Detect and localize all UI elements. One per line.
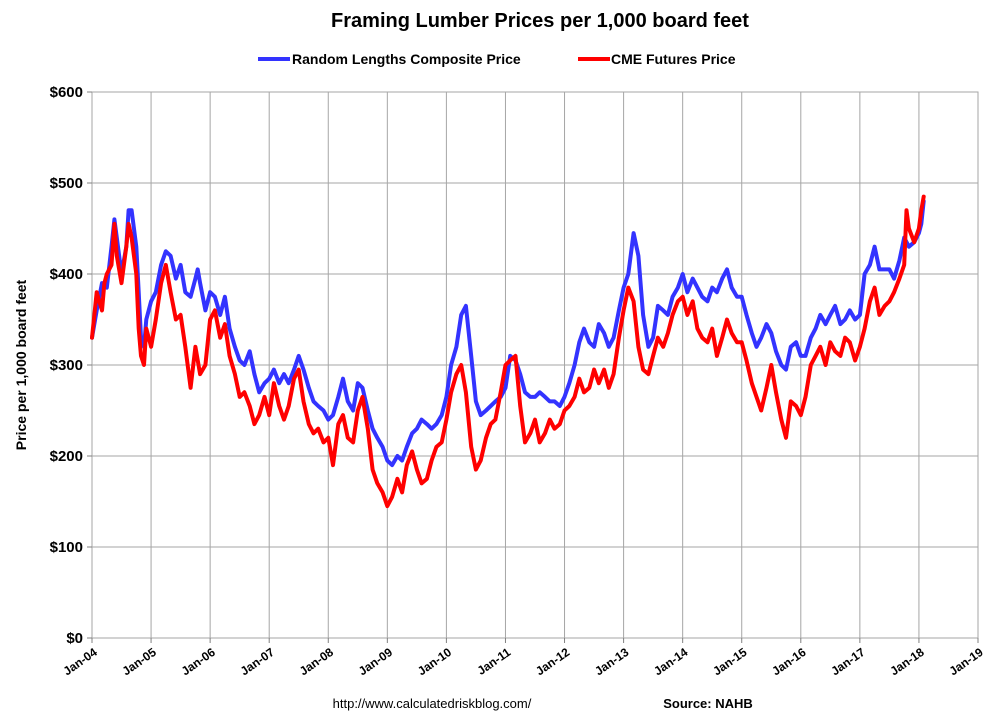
x-tick-label: Jan-16 bbox=[769, 645, 808, 678]
x-axis-ticks: Jan-04 Jan-05 Jan-06 Jan-07 Jan-08 Jan-09 Jan-… bbox=[61, 638, 986, 678]
legend-label-random-lengths: Random Lengths Composite Price bbox=[292, 51, 521, 67]
legend-label-cme-futures: CME Futures Price bbox=[611, 51, 736, 67]
x-tick-label: Jan-14 bbox=[651, 645, 690, 678]
y-axis-label: Price per 1,000 board feet bbox=[13, 279, 29, 450]
y-tick-label: $500 bbox=[50, 175, 83, 192]
source-url: http://www.calculatedriskblog.com/ bbox=[333, 696, 532, 711]
series-line-cme-futures bbox=[90, 194, 926, 509]
y-tick-label: $0 bbox=[66, 630, 83, 647]
y-tick-label: $200 bbox=[50, 448, 83, 465]
x-tick-label: Jan-10 bbox=[415, 645, 454, 678]
x-tick-label: Jan-18 bbox=[887, 645, 926, 678]
gridlines bbox=[91, 91, 979, 639]
y-tick-label: $400 bbox=[50, 266, 83, 283]
x-tick-label: Jan-04 bbox=[61, 645, 100, 678]
x-tick-label: Jan-06 bbox=[179, 645, 218, 678]
y-tick-label: $300 bbox=[50, 357, 83, 374]
series-line-random-lengths bbox=[90, 199, 926, 468]
source-label: Source: NAHB bbox=[663, 696, 753, 711]
x-tick-label: Jan-19 bbox=[947, 645, 986, 678]
x-tick-label: Jan-11 bbox=[475, 645, 514, 678]
x-tick-label: Jan-17 bbox=[828, 645, 867, 678]
x-tick-label: Jan-15 bbox=[710, 645, 749, 678]
x-tick-label: Jan-12 bbox=[533, 645, 572, 678]
y-axis-ticks: $0 $100 $200 $300 $400 $500 $600 bbox=[50, 84, 92, 647]
x-tick-label: Jan-09 bbox=[356, 645, 395, 678]
x-tick-label: Jan-05 bbox=[120, 645, 159, 678]
chart-title: Framing Lumber Prices per 1,000 board fe… bbox=[331, 10, 749, 32]
x-tick-label: Jan-13 bbox=[592, 645, 631, 678]
x-tick-label: Jan-07 bbox=[238, 645, 277, 678]
y-tick-label: $100 bbox=[50, 539, 83, 556]
series-lines bbox=[90, 194, 926, 509]
x-tick-label: Jan-08 bbox=[297, 645, 336, 678]
legend: Random Lengths Composite Price CME Futur… bbox=[258, 51, 736, 67]
y-tick-label: $600 bbox=[50, 84, 83, 101]
